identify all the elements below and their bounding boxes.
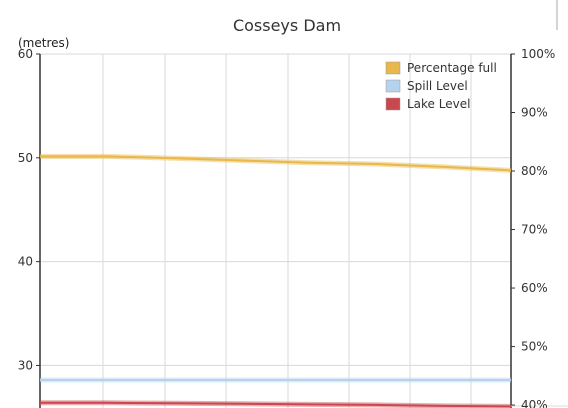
y-axis-left-tick-label: 50 <box>18 151 33 165</box>
legend-swatch-lake-level[interactable] <box>385 97 401 111</box>
legend-label-lake-level[interactable]: Lake Level <box>407 97 470 111</box>
chart-title: Cosseys Dam <box>233 16 341 35</box>
series-lines <box>40 153 512 408</box>
y-axis-right-tick-label: 90% <box>521 106 548 120</box>
grid-lines <box>40 53 511 408</box>
y-axis-left-tick-label: 30 <box>18 358 33 372</box>
y-axis-right-tick-label: 80% <box>521 164 548 178</box>
percentage-full-line <box>40 155 512 172</box>
legend-label-spill-level[interactable]: Spill Level <box>407 79 468 93</box>
legend-swatch-spill-level[interactable] <box>385 79 401 93</box>
y-axis-right-tick-label: 40% <box>521 398 548 408</box>
legend-label-percentage-full[interactable]: Percentage full <box>407 61 497 75</box>
y-axis-left-ticks: 30 40 50 60 <box>18 47 40 372</box>
y-axis-right-tick-label: 60% <box>521 281 548 295</box>
lake-level-line <box>40 401 512 408</box>
y-axis-right-ticks: 40% 50% 60% 70% 80% 90% 100% <box>511 47 555 408</box>
legend-swatch-percentage-full[interactable] <box>385 61 401 75</box>
percentage-full-line-halo <box>40 153 512 173</box>
y-axis-left-tick-label: 40 <box>18 255 33 269</box>
legend[interactable]: Percentage full Spill Level Lake Level <box>385 61 497 111</box>
y-axis-right-tick-label: 50% <box>521 340 548 354</box>
y-axis-right-tick-label: 70% <box>521 223 548 237</box>
y-axis-left-tick-label: 60 <box>18 47 33 61</box>
y-axis-right-tick-label: 100% <box>521 47 555 61</box>
y-axis-left-label: (metres) <box>18 36 69 50</box>
